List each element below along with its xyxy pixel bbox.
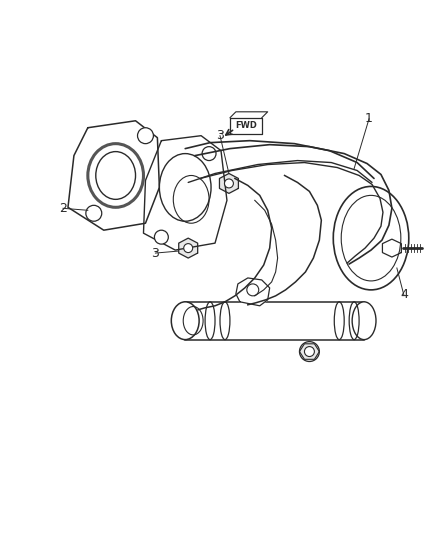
- Polygon shape: [144, 136, 227, 250]
- Circle shape: [184, 244, 193, 253]
- Ellipse shape: [333, 187, 409, 290]
- Ellipse shape: [352, 302, 376, 340]
- Text: 1: 1: [365, 112, 373, 125]
- Circle shape: [202, 147, 216, 160]
- Ellipse shape: [171, 302, 199, 340]
- Ellipse shape: [159, 154, 211, 221]
- Circle shape: [224, 179, 233, 188]
- Circle shape: [247, 284, 259, 296]
- Circle shape: [138, 128, 153, 144]
- Text: 3: 3: [152, 247, 159, 260]
- Bar: [185, 302, 364, 340]
- Polygon shape: [230, 112, 268, 118]
- Text: FWD: FWD: [235, 121, 257, 130]
- Text: 2: 2: [59, 202, 67, 215]
- Circle shape: [300, 342, 319, 361]
- Polygon shape: [300, 344, 319, 359]
- Polygon shape: [236, 278, 270, 306]
- Ellipse shape: [88, 144, 144, 207]
- Text: 3: 3: [216, 129, 224, 142]
- Polygon shape: [179, 238, 198, 258]
- Polygon shape: [219, 173, 238, 193]
- Polygon shape: [68, 121, 159, 230]
- Circle shape: [155, 230, 168, 244]
- Circle shape: [86, 205, 102, 221]
- Polygon shape: [230, 118, 262, 134]
- Text: 4: 4: [400, 288, 408, 301]
- Circle shape: [304, 346, 314, 357]
- Polygon shape: [382, 239, 401, 257]
